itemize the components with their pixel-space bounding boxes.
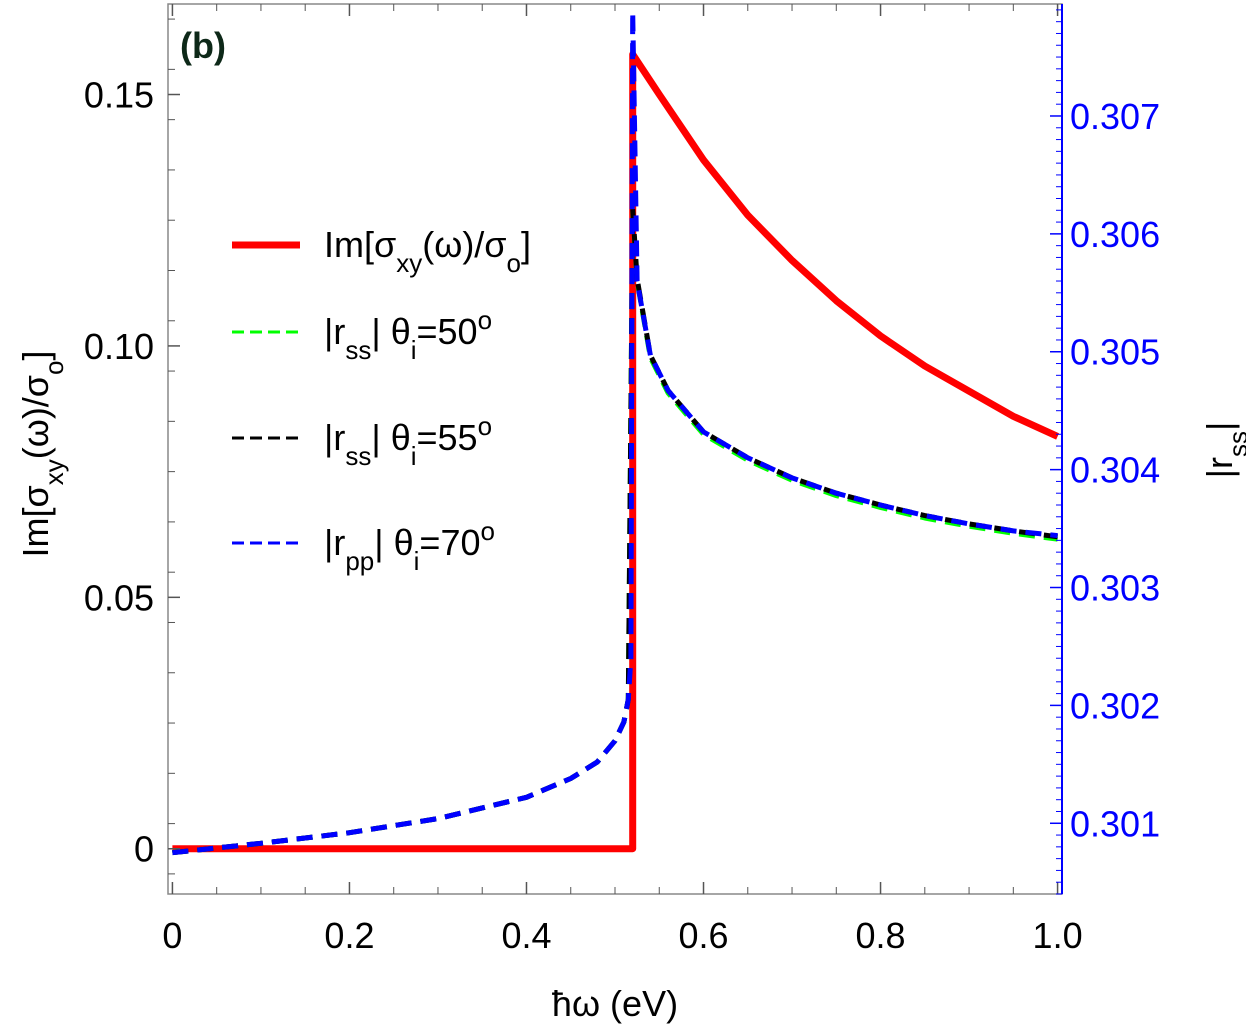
y-right-tick-label: 0.305 <box>1070 332 1160 373</box>
x-tick-label: 0 <box>162 915 182 956</box>
plot-frame <box>167 3 1063 895</box>
series-line-3 <box>172 206 1058 856</box>
y-left-tick-label: 0.05 <box>84 577 154 618</box>
y-right-tick-label: 0.306 <box>1070 214 1160 255</box>
panel-label: (b) <box>180 25 226 66</box>
y-right-axis-title: |rss| <box>1199 422 1246 479</box>
x-tick-label: 0.8 <box>856 915 906 956</box>
y-right-tick-label: 0.304 <box>1070 450 1160 491</box>
y-right-tick-label: 0.303 <box>1070 568 1160 609</box>
legend-label-3: |rss| θi=55o <box>324 411 492 471</box>
legend-label-2: |rss| θi=50o <box>324 305 492 365</box>
series-line-2 <box>172 207 1058 856</box>
legend-label-1: Im[σxy(ω)/σo] <box>324 224 531 278</box>
legend-label-4: |rpp| θi=70o <box>324 516 495 576</box>
y-right-tick-label: 0.301 <box>1070 803 1160 844</box>
x-tick-label: 0.6 <box>678 915 728 956</box>
y-left-tick-label: 0 <box>134 829 154 870</box>
x-tick-label: 0.4 <box>501 915 551 956</box>
y-left-tick-label: 0.10 <box>84 326 154 367</box>
y-left-tick-label: 0.15 <box>84 75 154 116</box>
x-axis-title: ħω (eV) <box>552 983 678 1024</box>
y-right-tick-label: 0.302 <box>1070 685 1160 726</box>
y-left-axis-title: Im[σxy(ω)/σo] <box>15 350 69 557</box>
series-line-1 <box>172 50 1060 853</box>
x-tick-label: 0.2 <box>324 915 374 956</box>
series-line-4 <box>172 9 1058 856</box>
x-tick-label: 1.0 <box>1033 915 1083 956</box>
y-right-tick-label: 0.307 <box>1070 96 1160 137</box>
